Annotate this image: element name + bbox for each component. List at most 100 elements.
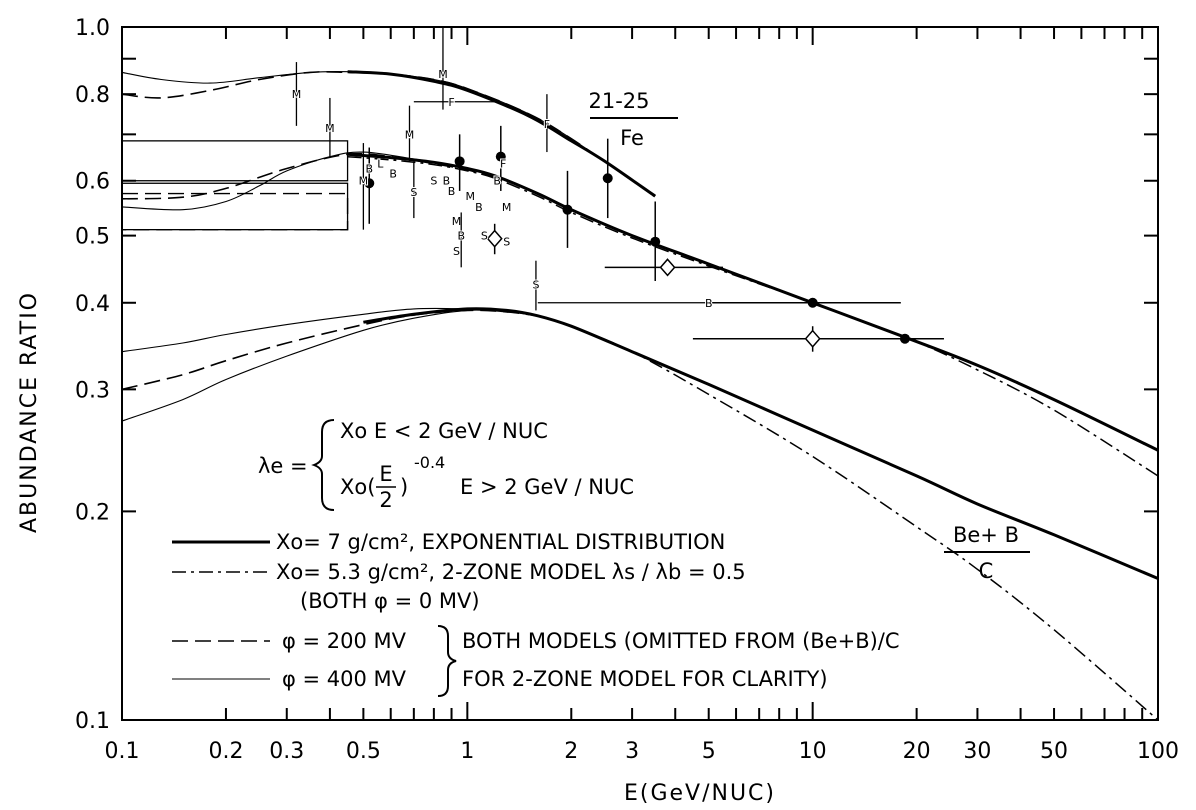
x-tick-label: 0.1 bbox=[105, 739, 140, 764]
formula-close-paren: ) bbox=[400, 475, 408, 499]
legend-entry-phi-400: φ = 400 MV bbox=[172, 667, 407, 691]
x-tick-label: 10 bbox=[799, 739, 827, 764]
series-line bbox=[347, 155, 1159, 477]
letter-marker: B bbox=[443, 175, 451, 188]
x-axis-title: E(GeV/NUC) bbox=[624, 781, 776, 806]
legend-entry-exponential: Xo= 7 g/cm², EXPONENTIAL DISTRIBUTION bbox=[172, 530, 725, 554]
data-point-diamond bbox=[804, 329, 821, 348]
letter-marker: B bbox=[448, 185, 456, 198]
letter-marker: M bbox=[452, 215, 462, 228]
bec-ratio-denominator: C bbox=[979, 559, 994, 583]
lambda-formula: λe = Xo E < 2 GeV / NUC Xo( E 2 ) -0.4 E… bbox=[258, 419, 634, 512]
legend-entry-phi-200: φ = 200 MV bbox=[172, 629, 407, 653]
model-curves bbox=[121, 70, 1159, 721]
data-point bbox=[602, 173, 613, 184]
letter-marker: F bbox=[500, 158, 506, 171]
data-point bbox=[650, 236, 661, 247]
axis-ticks bbox=[121, 26, 1158, 721]
legend-text-both-phi: (BOTH φ = 0 MV) bbox=[300, 589, 480, 613]
legend: Xo= 7 g/cm², EXPONENTIAL DISTRIBUTION Xo… bbox=[172, 530, 900, 697]
letter-marker: L bbox=[377, 158, 384, 171]
y-tick-label: 0.2 bbox=[75, 500, 110, 525]
y-tick-label: 0.4 bbox=[75, 292, 110, 317]
x-tick-label: 0.3 bbox=[269, 739, 304, 764]
letter-marker: B bbox=[457, 230, 465, 243]
series-line bbox=[121, 307, 507, 353]
legend-brace bbox=[437, 625, 457, 697]
letter-marker: M bbox=[292, 88, 302, 101]
plot-frame bbox=[121, 26, 1159, 721]
formula-exponent: -0.4 bbox=[414, 453, 445, 472]
iron-ratio-denominator: Fe bbox=[620, 126, 644, 150]
letter-marker: S bbox=[532, 279, 539, 292]
y-tick-label: 1.0 bbox=[75, 16, 110, 41]
data-point bbox=[899, 333, 910, 344]
bec-ratio-numerator: Be+ B bbox=[953, 523, 1019, 547]
data-point bbox=[562, 204, 573, 215]
x-tick-labels: 0.1 0.2 0.3 0.5 1 2 3 5 10 20 30 50 100 bbox=[105, 739, 1180, 764]
y-tick-label: 0.8 bbox=[75, 83, 110, 108]
series-line bbox=[347, 70, 657, 198]
formula-case-high-condition: E > 2 GeV / NUC bbox=[460, 475, 634, 499]
band-box bbox=[121, 182, 349, 231]
y-tick-label: 0.3 bbox=[75, 378, 110, 403]
lambda-symbol: λe = bbox=[258, 454, 308, 478]
y-tick-label: 0.1 bbox=[75, 709, 110, 734]
x-tick-label: 3 bbox=[625, 739, 639, 764]
letter-marker: S bbox=[453, 245, 460, 258]
series-line bbox=[121, 309, 538, 391]
letter-marker: M bbox=[405, 128, 415, 141]
y-axis-title: ABUNDANCE RATIO bbox=[17, 291, 42, 533]
iron-ratio-label: 21-25 Fe bbox=[588, 89, 678, 150]
legend-text-two-zone: Xo= 5.3 g/cm², 2-ZONE MODEL λs / λb = 0.… bbox=[276, 560, 746, 584]
band-boxes bbox=[121, 140, 349, 231]
letter-marker: S bbox=[410, 186, 417, 199]
data-point bbox=[364, 178, 375, 189]
x-tick-label: 30 bbox=[963, 739, 991, 764]
letter-marker: B bbox=[365, 162, 373, 175]
letter-marker: B bbox=[389, 167, 397, 180]
letter-marker: F bbox=[544, 118, 550, 131]
letter-marker: B bbox=[705, 297, 713, 310]
x-tick-label: 0.5 bbox=[346, 739, 381, 764]
iron-ratio-numerator: 21-25 bbox=[588, 89, 649, 113]
letter-marker: S bbox=[481, 230, 488, 243]
formula-case-low: Xo E < 2 GeV / NUC bbox=[340, 419, 548, 443]
x-tick-label: 1 bbox=[460, 739, 474, 764]
plot-border bbox=[121, 26, 1159, 721]
x-tick-label: 5 bbox=[702, 739, 716, 764]
letter-marker: M bbox=[502, 201, 512, 214]
formula-fraction-bottom: 2 bbox=[379, 488, 392, 512]
legend-entry-two-zone: Xo= 5.3 g/cm², 2-ZONE MODEL λs / λb = 0.… bbox=[172, 560, 746, 584]
x-tick-label: 20 bbox=[903, 739, 931, 764]
x-tick-label: 100 bbox=[1137, 739, 1179, 764]
y-tick-label: 0.6 bbox=[75, 170, 110, 195]
series-line bbox=[121, 151, 507, 211]
bec-ratio-label: Be+ B C bbox=[944, 523, 1030, 583]
letter-marker: S bbox=[430, 175, 437, 188]
letter-marker: M bbox=[325, 122, 335, 135]
data-point bbox=[454, 156, 465, 167]
formula-fraction-top: E bbox=[379, 462, 392, 486]
letter-marker: B bbox=[475, 201, 483, 214]
legend-text-phi-400: φ = 400 MV bbox=[282, 667, 407, 691]
letter-marker: M bbox=[438, 68, 448, 81]
data-point-diamond bbox=[659, 258, 676, 277]
letter-marker: F bbox=[448, 96, 454, 109]
legend-brace-line-1: BOTH MODELS (OMITTED FROM (Be+B)/C bbox=[462, 629, 900, 653]
data-point-diamond bbox=[486, 229, 503, 248]
letter-marker: S bbox=[503, 236, 510, 249]
y-tick-label: 0.5 bbox=[75, 225, 110, 250]
legend-text-phi-200: φ = 200 MV bbox=[282, 629, 407, 653]
x-tick-label: 2 bbox=[564, 739, 578, 764]
data-point bbox=[495, 151, 506, 162]
legend-brace-line-2: FOR 2-ZONE MODEL FOR CLARITY) bbox=[462, 667, 828, 691]
band-box bbox=[121, 140, 349, 182]
x-tick-label: 50 bbox=[1040, 739, 1068, 764]
series-line bbox=[121, 309, 538, 422]
letter-marker: M bbox=[359, 175, 369, 188]
y-tick-labels: 0.1 0.2 0.3 0.4 0.5 0.6 0.8 1.0 bbox=[75, 16, 110, 734]
letter-marker: M bbox=[466, 190, 476, 203]
